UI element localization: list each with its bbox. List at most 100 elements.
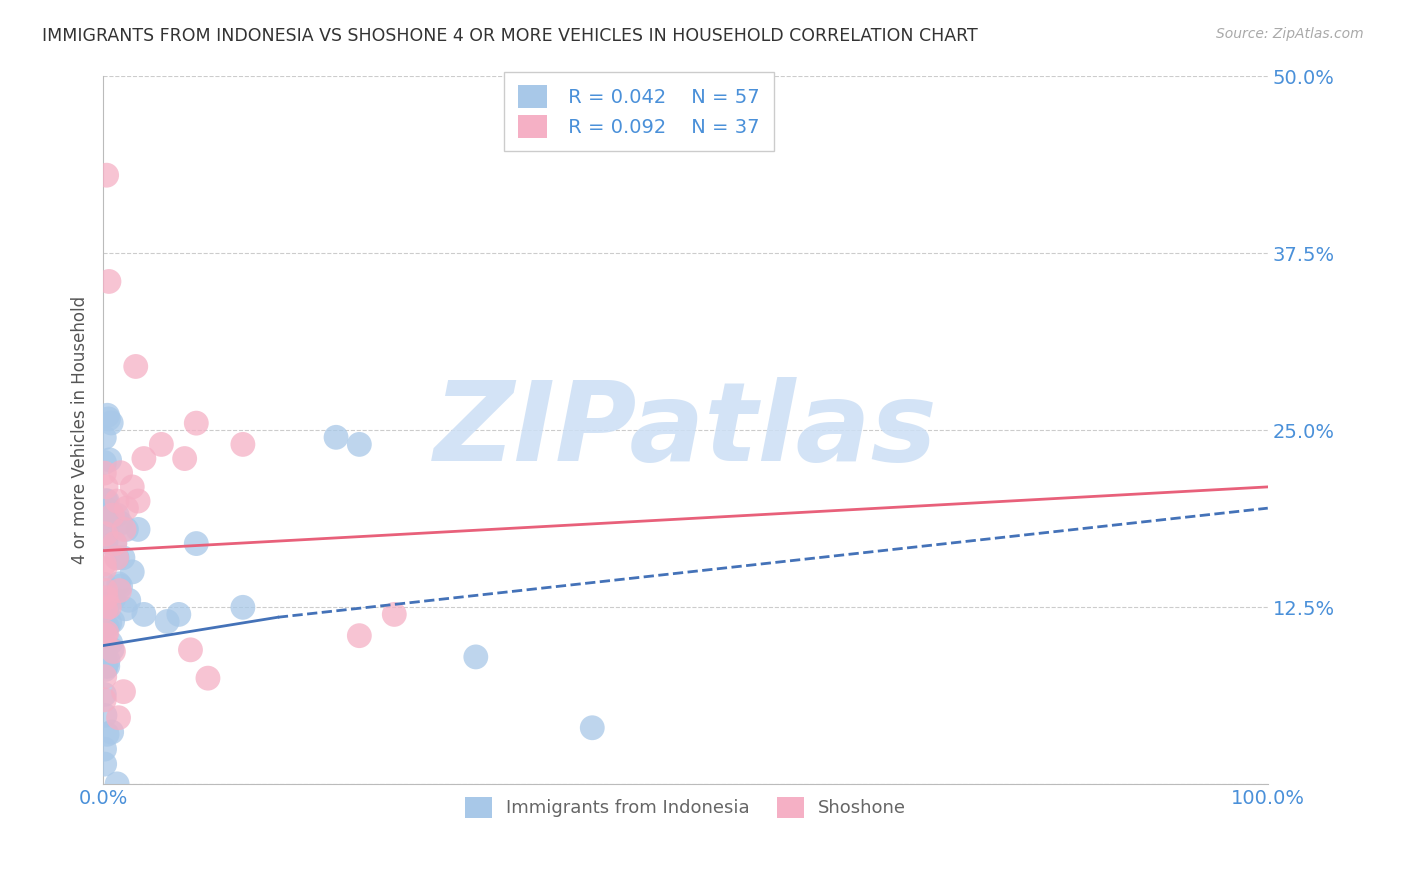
Point (105, 550, 128, 565)
Point (96, 506, 118, 520)
Y-axis label: 4 or more Vehicles in Household: 4 or more Vehicles in Household (72, 296, 89, 565)
Point (93, 693, 115, 707)
Point (97, 659, 120, 673)
Point (156, 615, 179, 629)
Text: IMMIGRANTS FROM INDONESIA VS SHOSHONE 4 OR MORE VEHICLES IN HOUSEHOLD CORRELATIO: IMMIGRANTS FROM INDONESIA VS SHOSHONE 4 … (42, 27, 979, 45)
Point (105, 777, 128, 791)
Point (115, 522, 138, 536)
Text: ZIPatlas: ZIPatlas (433, 376, 938, 483)
Point (121, 565, 143, 579)
Point (93, 456, 115, 470)
Point (110, 516, 132, 531)
Legend: Immigrants from Indonesia, Shoshone: Immigrants from Indonesia, Shoshone (457, 789, 914, 825)
Point (127, 522, 149, 536)
Point (150, 437, 173, 451)
Point (125, 359, 148, 374)
Point (115, 501, 138, 516)
Point (97, 412, 120, 426)
Point (105, 494, 128, 508)
Point (94, 583, 117, 598)
Point (173, 451, 195, 466)
Point (101, 508, 124, 523)
Point (232, 437, 254, 451)
Point (96, 597, 118, 611)
Point (97, 275, 120, 289)
Point (100, 636, 122, 650)
Point (93, 742, 115, 756)
Point (94, 493, 117, 508)
Point (98, 600, 121, 615)
Point (93, 562, 115, 576)
Point (132, 607, 155, 622)
Point (186, 536, 208, 550)
Point (93, 604, 115, 618)
Point (94, 646, 117, 660)
Point (96, 619, 118, 633)
Point (349, 629, 371, 643)
Point (186, 416, 208, 430)
Point (110, 466, 132, 480)
Point (96, 600, 118, 615)
Point (97, 502, 120, 516)
Point (464, 649, 486, 664)
Point (96, 494, 118, 508)
Point (103, 644, 125, 658)
Point (94, 659, 117, 673)
Point (94, 628, 117, 642)
Point (167, 607, 190, 622)
Point (105, 551, 128, 566)
Point (127, 494, 149, 508)
Point (93, 688, 115, 702)
Point (114, 602, 136, 616)
Point (101, 642, 124, 657)
Point (93, 511, 115, 525)
Point (107, 577, 129, 591)
Point (96, 727, 118, 741)
Point (118, 593, 141, 607)
Point (93, 557, 115, 571)
Point (325, 430, 347, 444)
Point (96, 525, 118, 540)
Point (96, 409, 118, 423)
Point (94, 480, 117, 494)
Point (97, 653, 120, 667)
Point (132, 451, 155, 466)
Point (103, 591, 125, 606)
Point (121, 480, 143, 494)
Point (107, 711, 129, 725)
Point (94, 526, 117, 541)
Point (100, 725, 122, 739)
Point (101, 615, 124, 629)
Point (108, 583, 131, 598)
Point (93, 466, 115, 480)
Point (93, 431, 115, 445)
Point (112, 684, 135, 698)
Point (104, 536, 127, 550)
Point (98, 615, 121, 630)
Point (94, 591, 117, 605)
Point (179, 643, 201, 657)
Point (382, 607, 405, 622)
Point (94, 618, 117, 632)
Point (105, 508, 128, 523)
Point (104, 536, 127, 550)
Point (112, 522, 135, 536)
Point (93, 577, 115, 591)
Point (93, 670, 115, 684)
Point (93, 757, 115, 772)
Point (94, 602, 117, 616)
Point (94, 534, 117, 549)
Point (349, 437, 371, 451)
Point (94, 708, 117, 723)
Point (110, 579, 132, 593)
Point (232, 600, 254, 615)
Point (96, 168, 118, 182)
Point (197, 671, 219, 685)
Point (111, 550, 134, 565)
Point (98, 453, 121, 467)
Point (96, 625, 118, 640)
Text: Source: ZipAtlas.com: Source: ZipAtlas.com (1216, 27, 1364, 41)
Point (100, 416, 122, 430)
Point (581, 721, 603, 735)
Point (94, 663, 117, 677)
